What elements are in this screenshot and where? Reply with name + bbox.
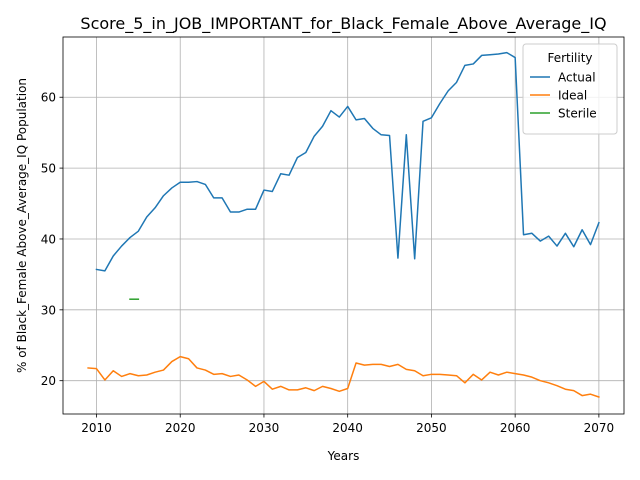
- y-tick-label: 40: [41, 232, 56, 246]
- y-tick-label: 60: [41, 91, 56, 105]
- legend-label-sterile: Sterile: [558, 107, 597, 121]
- x-tick-label: 2010: [81, 421, 112, 435]
- y-axis-ticks: 20 30 40 50 60: [41, 91, 63, 388]
- series-line-ideal: [87, 355, 600, 398]
- legend-label-actual: Actual: [558, 71, 596, 85]
- chart-title: Score_5_in_JOB_IMPORTANT_for_Black_Femal…: [80, 14, 606, 34]
- y-axis-label: % of Black_Female Above_Average_IQ Popul…: [15, 78, 29, 373]
- legend-title: Fertility: [547, 51, 592, 65]
- y-tick-label: 20: [41, 374, 56, 388]
- x-tick-label: 2050: [416, 421, 447, 435]
- legend-frame: [522, 43, 618, 135]
- y-tick-label: 50: [41, 162, 56, 176]
- series-line-actual: [95, 51, 600, 272]
- legend: Fertility Actual Ideal Sterile: [522, 43, 618, 135]
- series-group: [87, 51, 600, 398]
- x-tick-label: 2030: [249, 421, 280, 435]
- y-tick-label: 30: [41, 303, 56, 317]
- x-tick-label: 2040: [332, 421, 363, 435]
- x-tick-label: 2070: [584, 421, 615, 435]
- legend-label-ideal: Ideal: [558, 89, 587, 103]
- plot-frame: [62, 36, 625, 415]
- x-axis-ticks: 2010 2020 2030 2040 2050 2060 2070: [81, 414, 614, 435]
- grid-lines: [63, 37, 624, 414]
- x-tick-label: 2020: [165, 421, 196, 435]
- x-tick-label: 2060: [500, 421, 531, 435]
- x-axis-label: Years: [327, 449, 360, 463]
